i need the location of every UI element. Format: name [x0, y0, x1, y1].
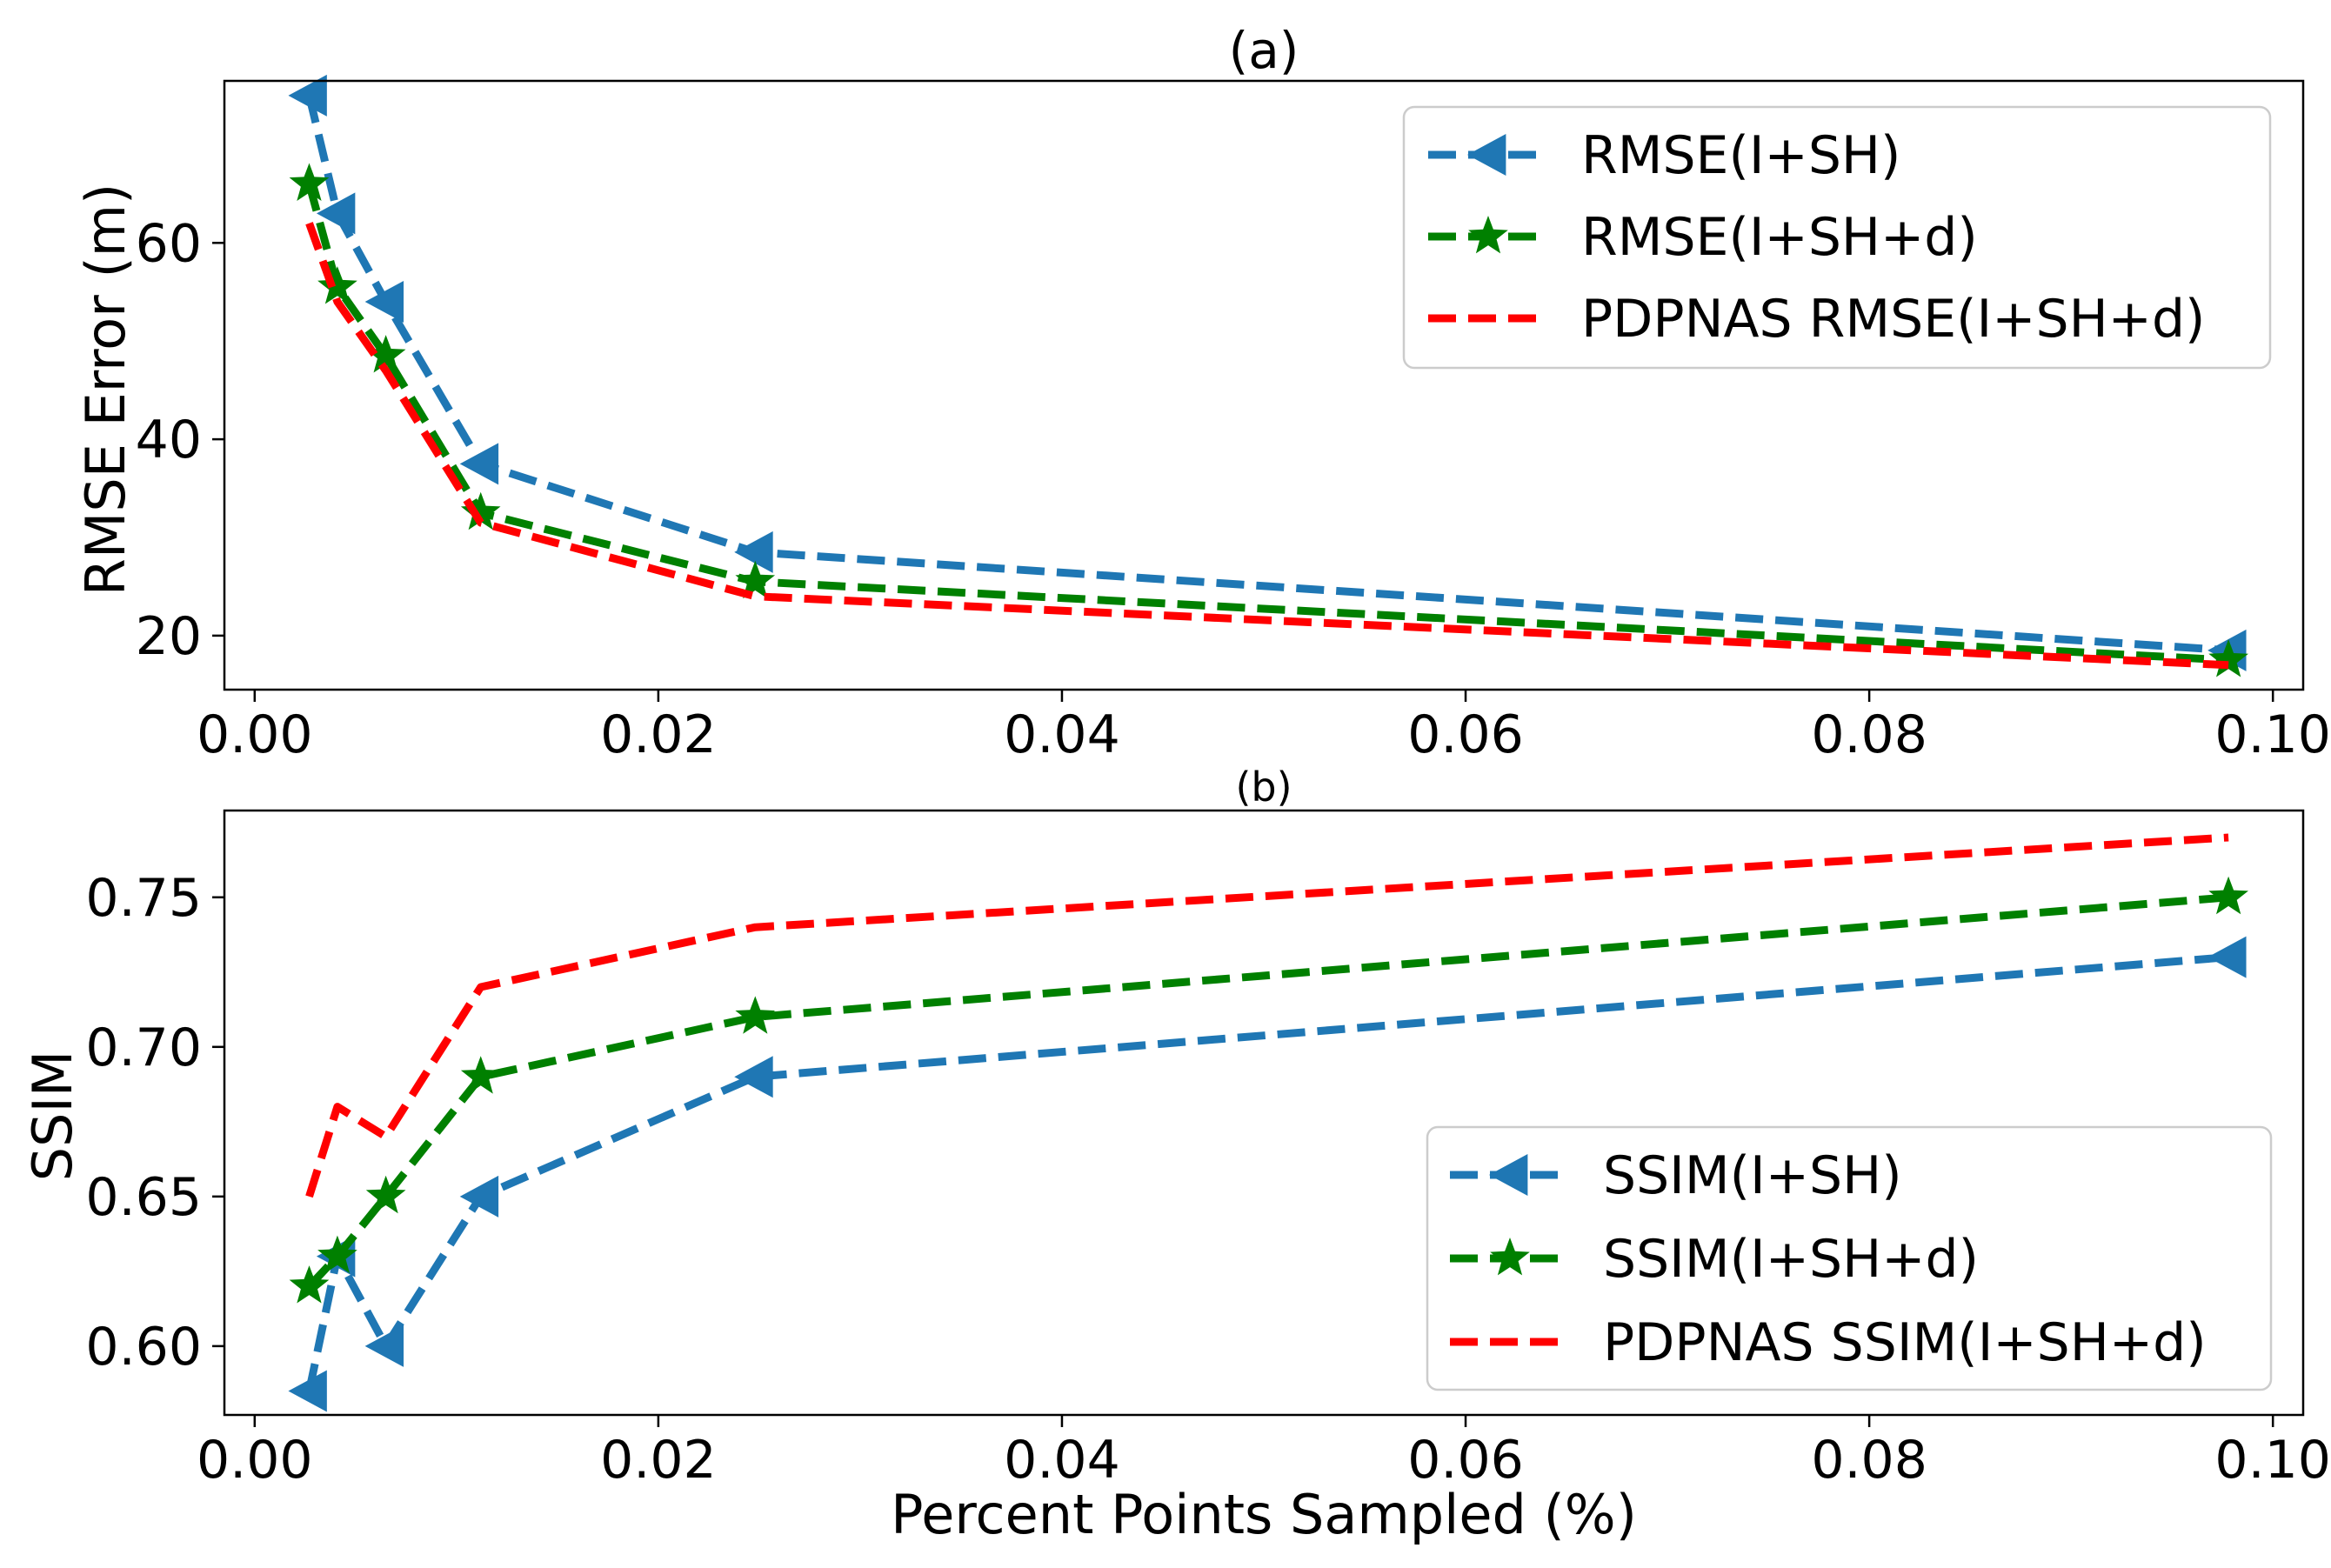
chart-a-ytick-label-0: 20 — [136, 606, 202, 667]
chart-a-series-0-point-1 — [316, 192, 356, 235]
chart-b-series-1-point-3 — [460, 1056, 501, 1094]
legend-a-label-0: RMSE(I+SH) — [1581, 125, 1900, 186]
chart-b-legend: SSIM(I+SH) SSIM(I+SH+d) PDPNAS SSIM(I+SH+d… — [1426, 1125, 2273, 1391]
chart-b-series-0-point-3 — [459, 1175, 499, 1218]
chart-a-ylabel: RMSE Error (m) — [74, 183, 137, 596]
chart-b-series-1-point-2 — [365, 1175, 406, 1214]
chart-a-series-0-point-2 — [364, 281, 404, 324]
chart-b-xtick-label-2: 0.04 — [1004, 1430, 1120, 1491]
chart-b-xtick-label-3: 0.06 — [1407, 1430, 1524, 1491]
chart-a-frame — [223, 79, 2305, 691]
legend-b-label-2: PDPNAS SSIM(I+SH+d) — [1603, 1312, 2207, 1373]
chart-a-legend: RMSE(I+SH) RMSE(I+SH+d) PDPNAS RMSE(I+SH+d… — [1402, 105, 2272, 370]
chart-a-series-1-point-4 — [735, 560, 776, 599]
chart-b-ytick-label-2: 0.70 — [85, 1018, 202, 1078]
chart-a-series-1-line — [305, 183, 2229, 664]
chart-b-xtick-label-1: 0.02 — [600, 1430, 717, 1491]
legend-b-marker-0 — [1489, 1154, 1528, 1196]
legend-a-label-1: RMSE(I+SH+d) — [1581, 207, 1978, 268]
chart-a-series-0-point-4 — [734, 530, 773, 573]
chart-b-ytick-label-3: 0.75 — [85, 868, 202, 929]
chart-a-series-1-point-5 — [2208, 639, 2248, 677]
chart-b-series-1-point-4 — [735, 996, 776, 1034]
chart-a: (a) RMSE Error (m) 0.00 0.02 0.04 0.06 0.08 0… — [74, 21, 2331, 765]
legend-b-box — [1426, 1125, 2273, 1391]
chart-b-series-0-line — [305, 953, 2229, 1392]
chart-a-series-1-point-3 — [460, 491, 501, 530]
chart-b-xtick-label-5: 0.10 — [2214, 1430, 2331, 1491]
chart-b-ytick-label-0: 0.60 — [85, 1317, 202, 1378]
chart-a-xtick-label-3: 0.06 — [1407, 704, 1524, 765]
chart-a-xtick-label-1: 0.02 — [600, 704, 717, 765]
legend-a-marker-1 — [1468, 216, 1508, 254]
chart-a-title: (a) — [1229, 21, 1299, 80]
chart-b-xtick-label-0: 0.00 — [197, 1430, 313, 1491]
chart-a-series-0-point-0 — [288, 74, 327, 117]
chart-a-ytick-label-1: 40 — [136, 410, 202, 470]
chart-b-series-1-point-1 — [317, 1235, 357, 1274]
chart-a-xtick-label-5: 0.10 — [2214, 704, 2331, 765]
chart-a-series-1-point-0 — [289, 163, 330, 201]
chart-b-series-0-point-5 — [2207, 936, 2247, 978]
chart-a-xtick-label-2: 0.04 — [1004, 704, 1120, 765]
chart-b-ytick-label-1: 0.65 — [85, 1167, 202, 1228]
legend-a-label-2: PDPNAS RMSE(I+SH+d) — [1581, 289, 2205, 350]
chart-a-series-1-point-1 — [317, 266, 357, 304]
legend-a-marker-0 — [1467, 134, 1506, 176]
chart-a-series-0-point-3 — [459, 443, 499, 485]
chart-b-xtick-label-4: 0.08 — [1811, 1430, 1927, 1491]
chart-b-series-0-point-2 — [364, 1324, 404, 1367]
legend-b-label-0: SSIM(I+SH) — [1603, 1145, 1902, 1206]
chart-b-series-0-point-0 — [288, 1370, 327, 1412]
legend-b-marker-1 — [1490, 1238, 1530, 1276]
chart-b-series-0-point-4 — [734, 1056, 773, 1098]
chart-a-series-1-point-2 — [365, 335, 406, 373]
chart-b-xlabel: Percent Points Sampled (%) — [891, 1483, 1637, 1546]
legend-a-box — [1402, 105, 2272, 370]
legend-b-label-1: SSIM(I+SH+d) — [1603, 1229, 1979, 1290]
chart-a-series-0-line — [305, 94, 2229, 655]
chart-a-ytick-label-2: 60 — [136, 213, 202, 274]
chart-b-frame — [223, 809, 2305, 1417]
chart-a-xtick-label-0: 0.00 — [197, 704, 313, 765]
chart-b-series-1-point-5 — [2208, 876, 2248, 915]
chart-b: (b) SSIM Percent Points Sampled (%) 0.00… — [21, 764, 2331, 1546]
chart-a-series-2-line — [305, 222, 2229, 670]
chart-b-series-2-line — [305, 833, 2229, 1198]
chart-b-ylabel: SSIM — [21, 1051, 84, 1182]
chart-b-title: (b) — [1235, 764, 1292, 811]
chart-b-series-1-point-0 — [289, 1265, 330, 1304]
chart-a-xtick-label-4: 0.08 — [1811, 704, 1927, 765]
